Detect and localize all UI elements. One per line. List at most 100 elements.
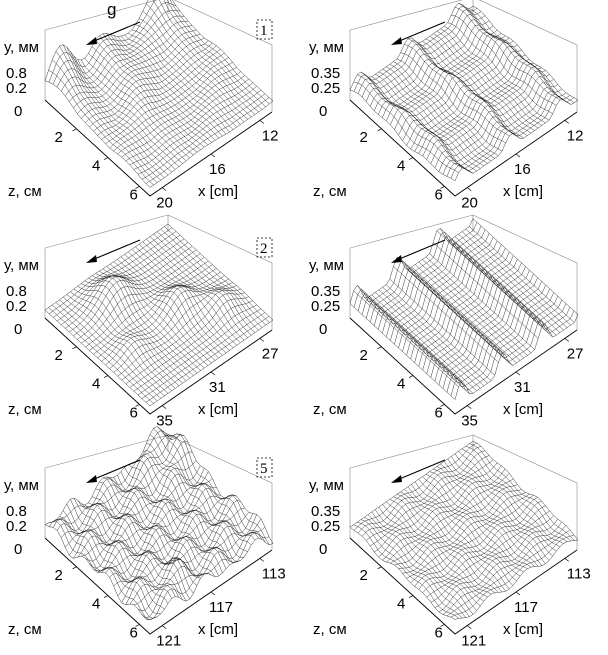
z-tick-mark [72, 346, 77, 350]
panel-tag-box [256, 19, 273, 40]
x-tick-mark [161, 625, 167, 629]
y-tick-label: 0.2 [6, 298, 27, 315]
flow-arrow [396, 21, 446, 43]
surface-mesh [349, 3, 579, 181]
gravity-label: g [107, 0, 116, 19]
z-tick-mark [72, 128, 77, 132]
x-tick-label: 20 [156, 195, 173, 212]
x-tick-label: 121 [156, 633, 181, 650]
x-tick-mark [161, 187, 167, 191]
x-axis-label: x [cm] [198, 183, 238, 200]
z-tick-label: 6 [130, 186, 138, 203]
z-tick-mark [440, 186, 445, 189]
y-tick-label: 0 [319, 541, 327, 558]
z-tick-label: 4 [397, 376, 405, 393]
axis-floor-edges [349, 317, 578, 415]
x-tick-label: 12 [262, 127, 279, 144]
z-tick-label: 2 [55, 347, 63, 364]
box-back-edges [349, 0, 474, 100]
y-axis-label: у, мм [309, 39, 344, 56]
z-tick-label: 2 [55, 567, 63, 584]
z-tick-label: 2 [360, 567, 368, 584]
z-tick-label: 6 [435, 186, 443, 203]
y-tick-label: 0 [14, 321, 22, 338]
x-tick-label: 16 [209, 161, 226, 178]
z-axis-label: z, см [313, 183, 347, 200]
z-tick-label: 4 [397, 158, 405, 175]
x-tick-label: 35 [461, 413, 478, 430]
z-tick-mark [103, 157, 109, 160]
flow-arrow [91, 459, 141, 481]
z-tick-label: 2 [55, 129, 63, 146]
x-tick-label: 113 [567, 565, 591, 582]
x-axis-label: x [cm] [503, 401, 543, 418]
box-back-edges [349, 214, 474, 318]
box-right-edges [478, 0, 578, 112]
surface-mesh [44, 426, 274, 620]
x-tick-mark [466, 187, 472, 191]
x-tick-label: 20 [461, 195, 478, 212]
axis-floor-edges [349, 99, 578, 197]
z-axis-label: z, см [313, 401, 347, 418]
x-tick-label: 27 [262, 345, 279, 362]
y-tick-label: 0 [319, 103, 327, 120]
z-tick-mark [135, 404, 140, 407]
x-tick-label: 12 [567, 127, 584, 144]
box-back-edges [349, 434, 474, 538]
y-axis-label: у, мм [4, 257, 39, 274]
z-tick-label: 4 [92, 376, 100, 393]
surface-mesh [44, 223, 274, 407]
box-right-edges [472, 214, 578, 330]
z-tick-label: 2 [360, 347, 368, 364]
x-tick-label: 117 [209, 599, 233, 616]
z-tick-label: 6 [435, 404, 443, 421]
z-tick-mark [440, 404, 445, 407]
x-tick-mark [515, 591, 521, 596]
z-tick-mark [377, 566, 382, 570]
z-tick-label: 4 [397, 596, 405, 613]
z-tick-mark [103, 375, 109, 378]
x-tick-mark [210, 371, 216, 376]
y-tick-label: 0.8 [6, 283, 27, 300]
panel-tag: 2 [260, 241, 268, 257]
surface-mesh [44, 0, 274, 188]
x-tick-mark [564, 120, 570, 124]
y-axis-label: у, мм [309, 477, 344, 494]
axis-floor-edges [349, 537, 578, 635]
x-tick-mark [466, 625, 472, 629]
x-tick-mark [515, 153, 521, 158]
z-tick-mark [440, 624, 445, 627]
axis-floor-edges [44, 537, 273, 635]
surface-panel-6: у, мм 0.350.25 0 2 4 6 z, см 113 117 121 x [cm] [309, 434, 591, 650]
z-axis-label: z, см [8, 183, 42, 200]
flow-arrowhead [391, 255, 402, 263]
z-tick-mark [72, 566, 77, 570]
x-tick-label: 113 [262, 565, 286, 582]
z-axis-label: z, см [313, 621, 347, 638]
box-right-edges [173, 0, 273, 112]
x-tick-mark [466, 405, 472, 409]
z-tick-mark [377, 346, 382, 350]
x-tick-mark [259, 120, 265, 124]
z-tick-mark [377, 128, 382, 132]
flow-arrowhead [86, 475, 97, 483]
x-tick-mark [515, 371, 521, 376]
z-tick-label: 4 [92, 596, 100, 613]
y-tick-label: 0.8 [6, 65, 27, 82]
z-axis-label: z, см [8, 621, 42, 638]
panel-tag-box [256, 237, 273, 258]
panel-tag-box [256, 457, 273, 478]
y-tick-label: 0.25 [311, 518, 340, 535]
x-tick-label: 117 [514, 599, 538, 616]
x-axis-label: x [cm] [198, 401, 238, 418]
y-axis-label: у, мм [4, 477, 39, 494]
y-tick-label: 0 [14, 541, 22, 558]
x-tick-label: 121 [461, 633, 486, 650]
y-tick-label: 0 [14, 103, 22, 120]
axis-floor-edges [44, 317, 273, 415]
y-tick-label: 0.2 [6, 518, 27, 535]
y-axis-label: у, мм [309, 257, 344, 274]
surface-panel-2: у, мм 0.350.25 0 2 4 6 z, см 12 16 20 x [cm] [309, 0, 583, 212]
z-tick-mark [135, 624, 140, 627]
flow-arrowhead [86, 37, 97, 45]
